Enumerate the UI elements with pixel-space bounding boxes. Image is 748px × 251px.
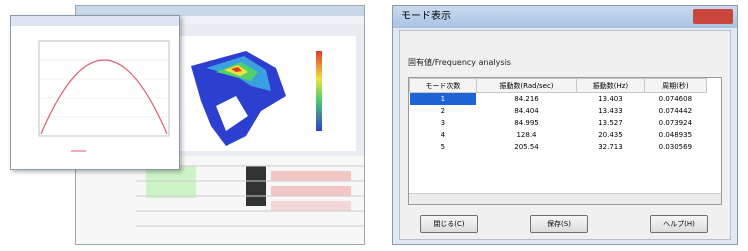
section-label: 固有値/Frequency analysis <box>408 57 511 68</box>
column-header: 周期(秒) <box>644 79 706 93</box>
table-cell: 0.048935 <box>644 129 706 141</box>
table-cell: 13.527 <box>577 117 645 129</box>
table-cell: 0.074442 <box>644 105 706 117</box>
scrollbar[interactable] <box>409 193 721 204</box>
column-header: モード次数 <box>410 79 477 93</box>
mode-dialog: モード表示 固有値/Frequency analysis モード次数振動数(Ra… <box>392 5 738 245</box>
column-header: 振動数(Rad/sec) <box>476 79 576 93</box>
table-cell: 3 <box>410 117 477 129</box>
dialog-body: 固有値/Frequency analysis モード次数振動数(Rad/sec)… <box>399 30 731 240</box>
table-cell: 1 <box>410 93 477 106</box>
table-cell: 128.4 <box>476 129 576 141</box>
table-cell: 32.713 <box>577 141 645 153</box>
dialog-title: モード表示 <box>393 6 737 28</box>
close-icon[interactable] <box>693 9 733 24</box>
table-cell: 0.030569 <box>644 141 706 153</box>
table-cell: 2 <box>410 105 477 117</box>
table-cell: 5 <box>410 141 477 153</box>
table-cell: 84.216 <box>476 93 576 106</box>
dialog-button[interactable]: ヘルプ(H) <box>650 215 708 233</box>
table-cell: 4 <box>410 129 477 141</box>
table-cell: 205.54 <box>476 141 576 153</box>
page: {"dialog": {"title": "モード表示", "label": "… <box>0 0 748 251</box>
table-cell: 0.074608 <box>644 93 706 106</box>
table-cell: 84.995 <box>476 117 576 129</box>
chart-window <box>10 15 180 170</box>
table-cell: 0.073924 <box>644 117 706 129</box>
dialog-button[interactable]: 保存(S) <box>530 215 588 233</box>
table-cell: 84.404 <box>476 105 576 117</box>
table-cell: 13.433 <box>577 105 645 117</box>
dialog-button[interactable]: 閉じる(C) <box>420 215 478 233</box>
header-row: モード次数振動数(Rad/sec)振動数(Hz)周期(秒) <box>410 79 707 93</box>
column-header: 振動数(Hz) <box>577 79 645 93</box>
chart-content <box>11 16 179 169</box>
table-cell: 20.435 <box>577 129 645 141</box>
table-cell: 13.403 <box>577 93 645 106</box>
